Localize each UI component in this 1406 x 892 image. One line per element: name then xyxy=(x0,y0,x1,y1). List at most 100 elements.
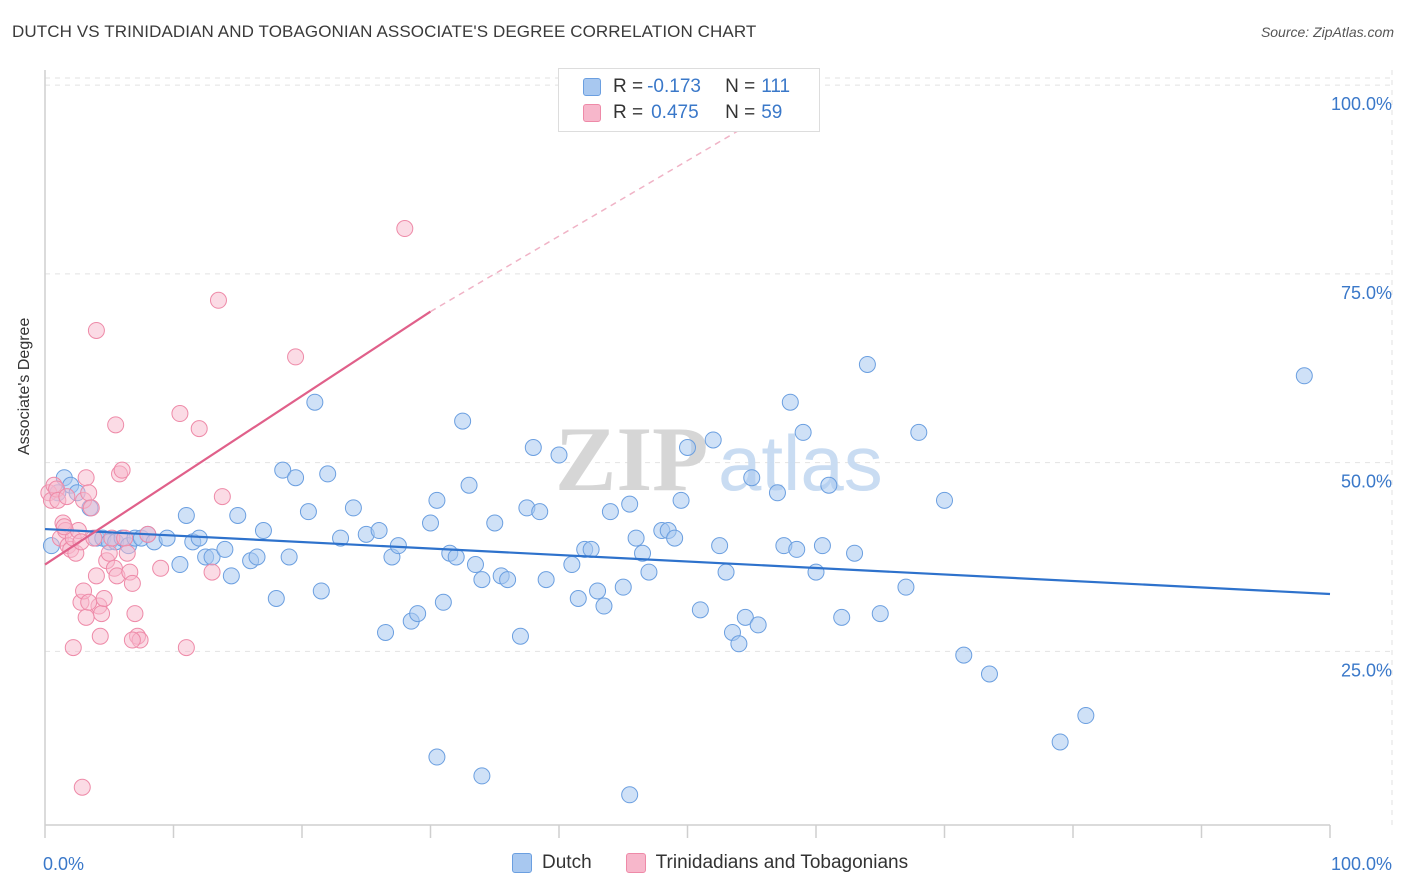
dutch-point xyxy=(267,590,285,607)
dutch-point xyxy=(1077,707,1095,725)
trini-point xyxy=(113,461,131,479)
dutch-point xyxy=(531,503,549,521)
dutch-point xyxy=(454,412,472,430)
dutch-point xyxy=(486,514,504,532)
trini-point xyxy=(58,488,76,506)
dutch-point xyxy=(344,499,362,517)
y-tick-label: 100.0% xyxy=(1331,94,1392,114)
dutch-point xyxy=(749,616,767,634)
trini-point xyxy=(87,567,105,585)
dutch-point xyxy=(280,548,298,566)
dutch-point xyxy=(409,605,427,623)
dutch-point xyxy=(679,439,696,456)
dutch-point xyxy=(473,571,491,589)
dutch-point xyxy=(171,556,189,574)
dutch-point xyxy=(332,529,350,547)
dutch-point xyxy=(377,623,395,641)
dutch-point xyxy=(569,590,587,607)
dutch-point xyxy=(672,491,690,509)
trini-swatch xyxy=(583,104,601,122)
dutch-point xyxy=(466,556,484,574)
axes xyxy=(44,70,1331,838)
trini-point xyxy=(177,639,195,657)
dutch-point xyxy=(589,582,607,600)
y-axis-label: Associate's Degree xyxy=(16,317,33,455)
dutch-point xyxy=(627,529,645,547)
tick-labels: 25.0% 50.0% 75.0% 100.0% 0.0% 100.0% xyxy=(43,94,1392,874)
dutch-point xyxy=(858,355,876,373)
dutch-point xyxy=(955,646,973,664)
dutch-point xyxy=(621,786,639,804)
dutch-point xyxy=(177,506,195,524)
trini-trend-extension xyxy=(430,122,753,313)
dutch-point xyxy=(691,601,709,619)
dutch-point xyxy=(897,578,915,596)
dutch-point xyxy=(936,491,953,509)
dutch-point xyxy=(428,748,446,766)
trini-point xyxy=(95,590,113,607)
dutch-point xyxy=(447,548,465,566)
dutch-point xyxy=(274,461,292,479)
trend-lines xyxy=(44,122,1331,596)
dutch-point xyxy=(1051,733,1069,751)
dutch-point xyxy=(563,556,581,574)
dutch-point xyxy=(312,582,330,600)
legend-label-trini: Trinidadians and Tobagonians xyxy=(655,852,909,873)
dutch-point xyxy=(910,423,928,441)
legend-row-trini: R = 0.475 N = 59 xyxy=(583,101,782,125)
dutch-point xyxy=(871,605,889,623)
legend-n-value: 59 xyxy=(761,102,783,123)
dutch-point xyxy=(807,563,825,581)
dutch-point xyxy=(666,529,684,547)
dutch-point xyxy=(788,540,806,558)
trini-point xyxy=(287,348,305,366)
trini-point xyxy=(73,778,91,796)
series-dutch-points xyxy=(42,355,1313,804)
dutch-point xyxy=(434,593,452,611)
source-label: Source: ZipAtlas.com xyxy=(1260,24,1394,40)
trini-point xyxy=(123,631,141,649)
dutch-point xyxy=(511,627,529,645)
dutch-point xyxy=(743,469,761,487)
dutch-point xyxy=(730,635,748,653)
legend-n-label: N = xyxy=(725,76,756,97)
dutch-point xyxy=(216,540,234,558)
dutch-point xyxy=(319,465,337,483)
y-tick-label: 75.0% xyxy=(1341,283,1392,303)
legend-n-label: N = xyxy=(725,102,756,123)
dutch-point xyxy=(222,567,240,585)
dutch-point xyxy=(601,503,619,521)
dutch-point xyxy=(711,537,729,555)
dutch-point xyxy=(846,544,864,562)
trini-point xyxy=(80,593,98,611)
legend-r-value: 0.475 xyxy=(651,102,699,123)
dutch-point xyxy=(537,571,555,589)
x-tick-label: 0.0% xyxy=(43,854,84,874)
dutch-point xyxy=(254,522,272,540)
dutch-point xyxy=(634,544,652,562)
legend-item-dutch[interactable]: Dutch xyxy=(512,852,592,874)
legend-r-value: -0.173 xyxy=(647,76,701,97)
dutch-point xyxy=(595,597,613,615)
legend-n-value: 111 xyxy=(761,76,791,97)
dutch-point xyxy=(980,665,998,683)
dutch-point xyxy=(248,548,266,566)
dutch-point xyxy=(370,522,388,540)
trini-point xyxy=(171,405,189,423)
dutch-point xyxy=(460,476,478,494)
dutch-point xyxy=(428,491,446,509)
legend-item-trini[interactable]: Trinidadians and Tobagonians xyxy=(625,852,909,874)
trini-point xyxy=(87,321,105,339)
series-trini-points xyxy=(40,220,414,796)
dutch-point xyxy=(717,563,735,581)
dutch-point xyxy=(621,495,639,513)
trini-point xyxy=(190,420,208,438)
dutch-swatch xyxy=(512,853,532,873)
dutch-point xyxy=(287,469,305,487)
trini-point xyxy=(64,639,82,657)
trini-point xyxy=(80,484,98,502)
chart-title: DUTCH VS TRINIDADIAN AND TOBAGONIAN ASSO… xyxy=(12,22,757,41)
dutch-point xyxy=(768,484,786,502)
dutch-point xyxy=(158,529,176,547)
